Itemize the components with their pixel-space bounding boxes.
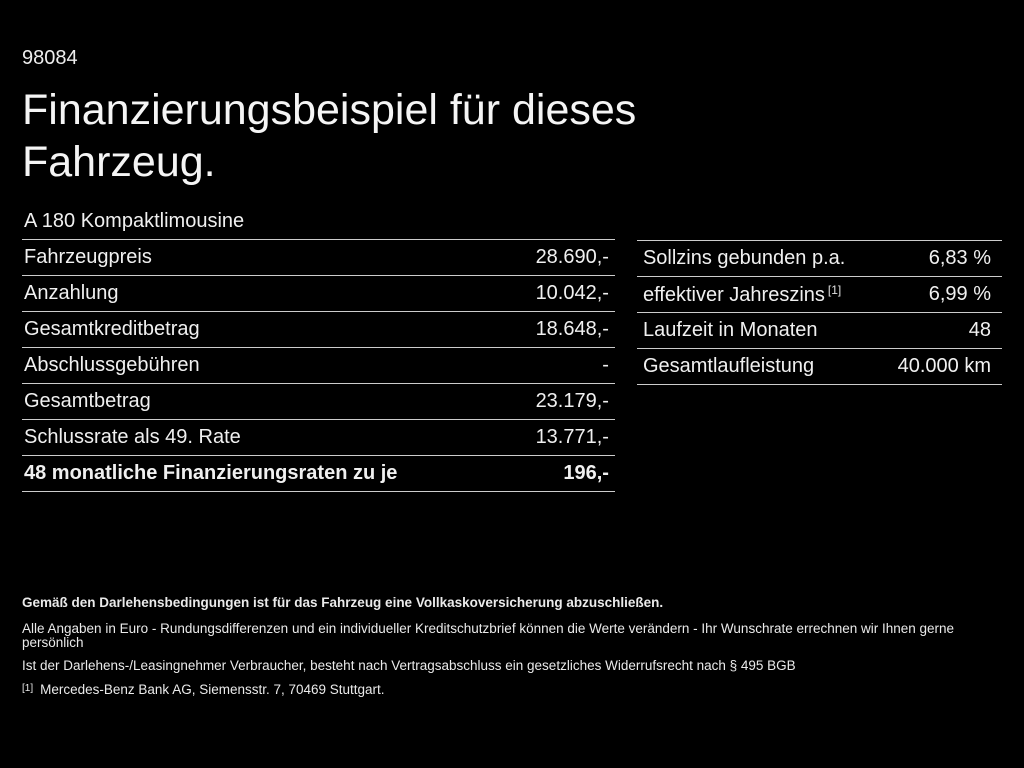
footnote-text: Mercedes-Benz Bank AG, Siemensstr. 7, 70…: [40, 682, 385, 697]
table-row-schlussrate: Schlussrate als 49. Rate 13.771,-: [22, 420, 615, 456]
row-value: 13.771,-: [535, 426, 609, 448]
table-row-gesamtlaufleistung: Gesamtlaufleistung 40.000 km: [636, 349, 1002, 385]
row-label: Gesamtbetrag: [24, 390, 151, 412]
table-row-abschlussgebuehren: Abschlussgebühren -: [22, 348, 615, 384]
table-row-monatsrate: 48 monatliche Finanzierungsraten zu je 1…: [22, 456, 615, 492]
row-label: Anzahlung: [24, 282, 119, 304]
table-row-effektiver-jahreszins: effektiver Jahreszins [1] 6,99 %: [636, 277, 1002, 313]
row-label: Schlussrate als 49. Rate: [24, 426, 241, 448]
row-label: Abschlussgebühren: [24, 354, 200, 376]
table-row-gesamtkreditbetrag: Gesamtkreditbetrag 18.648,-: [22, 312, 615, 348]
row-value: 196,-: [563, 462, 609, 484]
footer-disclaimer: Alle Angaben in Euro - Rundungsdifferenz…: [22, 621, 955, 650]
footer-widerrufsrecht: Ist der Darlehens-/Leasingnehmer Verbrau…: [22, 658, 796, 673]
table-row-laufzeit: Laufzeit in Monaten 48: [636, 313, 1002, 349]
footnote-reference: [1]: [827, 282, 842, 297]
row-label: 48 monatliche Finanzierungsraten zu je: [24, 462, 398, 484]
legal-footer: Gemäß den Darlehensbedingungen ist für d…: [22, 596, 1002, 697]
row-value: 40.000 km: [897, 355, 991, 377]
document-number: 98084: [22, 47, 78, 69]
page-title: Finanzierungsbeispiel für dieses Fahrzeu…: [22, 86, 637, 186]
row-label: Fahrzeugpreis: [24, 246, 152, 268]
row-value: 28.690,-: [535, 246, 609, 268]
table-row-gesamtbetrag: Gesamtbetrag 23.179,-: [22, 384, 615, 420]
row-value: -: [602, 354, 609, 376]
row-value: 6,99 %: [928, 283, 991, 305]
row-label: effektiver Jahreszins [1]: [642, 282, 842, 306]
conditions-table: Sollzins gebunden p.a. 6,83 % effektiver…: [636, 240, 1002, 492]
table-row-sollzins: Sollzins gebunden p.a. 6,83 %: [636, 241, 1002, 277]
row-value: 10.042,-: [535, 282, 609, 304]
row-label: Laufzeit in Monaten: [642, 319, 818, 341]
row-value: 18.648,-: [535, 318, 609, 340]
row-value: 23.179,-: [535, 390, 609, 412]
row-value: 48: [968, 319, 991, 341]
table-row-anzahlung: Anzahlung 10.042,-: [22, 276, 615, 312]
footer-insurance-note: Gemäß den Darlehensbedingungen ist für d…: [22, 595, 664, 610]
footer-footnote: [1] Mercedes-Benz Bank AG, Siemensstr. 7,…: [22, 682, 1002, 697]
financing-table: A 180 Kompaktlimousine Fahrzeugpreis 28.…: [22, 204, 615, 492]
table-row-fahrzeugpreis: Fahrzeugpreis 28.690,-: [22, 240, 615, 276]
financing-tables: A 180 Kompaktlimousine Fahrzeugpreis 28.…: [22, 204, 1002, 492]
row-value: 6,83 %: [928, 247, 991, 269]
row-label: Gesamtlaufleistung: [642, 355, 815, 377]
vehicle-model: A 180 Kompaktlimousine: [22, 204, 615, 240]
footnote-mark: [1]: [22, 683, 34, 694]
row-label: Sollzins gebunden p.a.: [642, 247, 846, 269]
row-label: Gesamtkreditbetrag: [24, 318, 200, 340]
